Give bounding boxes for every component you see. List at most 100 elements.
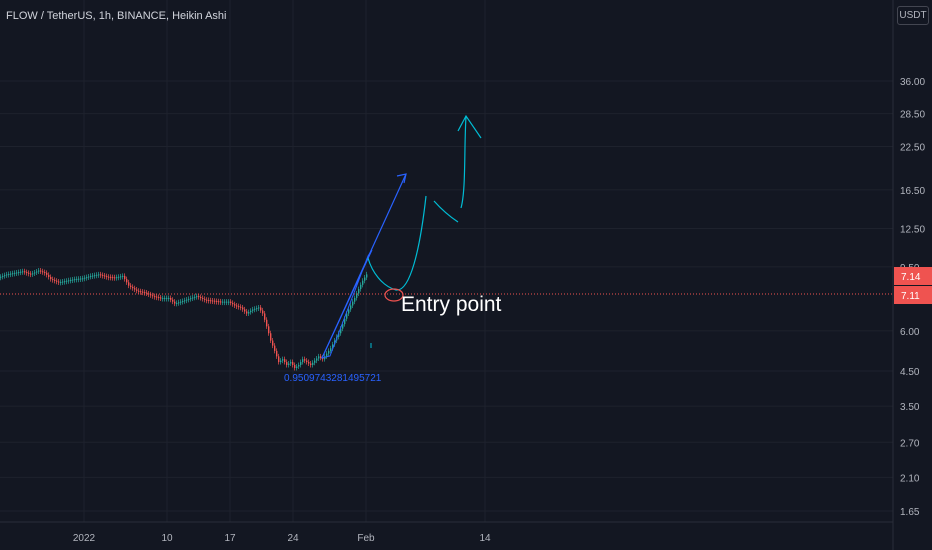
candle-body xyxy=(296,366,298,368)
candle-body xyxy=(144,292,146,294)
candle-body xyxy=(314,360,316,363)
candle-body xyxy=(350,305,352,310)
candle-body xyxy=(230,301,232,303)
entry-point-label: Entry point xyxy=(401,293,502,316)
candle-body xyxy=(288,363,290,365)
fib-value-label: 0.9509743281495721 xyxy=(284,373,382,384)
candle-body xyxy=(52,279,54,281)
candle-body xyxy=(38,270,40,272)
x-tick-label: 24 xyxy=(287,533,299,544)
candle-body xyxy=(42,271,44,273)
candle-body xyxy=(124,275,126,280)
price-axis[interactable]: 36.0028.5022.5016.5012.509.506.004.503.5… xyxy=(894,77,932,518)
candle-body xyxy=(184,300,186,302)
y-tick-label: 2.10 xyxy=(900,473,920,484)
candle-body xyxy=(186,299,188,301)
candle-body xyxy=(234,304,236,306)
candle-body xyxy=(218,301,220,303)
candle-body xyxy=(242,307,244,310)
candle-body xyxy=(356,293,358,298)
candle-body xyxy=(12,273,14,275)
candle-body xyxy=(316,358,318,361)
candle-body xyxy=(216,300,218,302)
candle-body xyxy=(226,301,228,303)
price-label-text: 7.11 xyxy=(901,291,920,302)
candle-body xyxy=(62,281,64,283)
candle-body xyxy=(340,328,342,334)
y-tick-label: 2.70 xyxy=(900,438,920,449)
projection-arrow-head xyxy=(457,114,482,139)
channel-lines[interactable] xyxy=(321,249,373,359)
currency-button[interactable]: USDT xyxy=(897,6,929,25)
candle-body xyxy=(68,280,70,282)
y-tick-label: 1.65 xyxy=(900,507,920,518)
candle-body xyxy=(272,340,274,346)
x-tick-label: 17 xyxy=(224,533,236,544)
candle-body xyxy=(188,298,190,300)
candle-body xyxy=(30,273,32,275)
projection-curve-3[interactable] xyxy=(460,115,467,209)
time-axis[interactable]: 2022 10 17 24 Feb 14 xyxy=(73,533,491,544)
candle-body xyxy=(44,272,46,274)
candle-body xyxy=(142,291,144,293)
candle-body xyxy=(100,274,102,276)
candle-body xyxy=(310,363,312,365)
candle-body xyxy=(302,359,304,363)
candle-body xyxy=(222,301,224,303)
candle-body xyxy=(54,279,56,281)
chart-title: FLOW / TetherUS, 1h, BINANCE, Heikin Ash… xyxy=(6,10,227,22)
candle-body xyxy=(88,276,90,278)
grid xyxy=(0,0,893,522)
candle-body xyxy=(326,353,328,357)
y-tick-label: 12.50 xyxy=(900,225,925,236)
candle-body xyxy=(94,275,96,277)
candle-body xyxy=(174,301,176,304)
price-label-box xyxy=(894,286,932,304)
candle-body xyxy=(260,307,262,311)
entry-circle[interactable] xyxy=(384,288,404,302)
candle-body xyxy=(18,272,20,274)
candle-body xyxy=(236,305,238,307)
candle-body xyxy=(56,280,58,282)
candle-body xyxy=(106,276,108,278)
drawings[interactable]: Entry point 0.9509743281495721 xyxy=(284,114,502,384)
candle-body xyxy=(140,291,142,293)
candle-body xyxy=(342,324,344,329)
candle-body xyxy=(98,274,100,276)
candle-body xyxy=(126,279,128,283)
candle-body xyxy=(4,275,6,277)
x-tick-label: 14 xyxy=(479,533,491,544)
projection-curve-2[interactable] xyxy=(433,200,459,223)
candle-body xyxy=(96,274,98,276)
candle-body xyxy=(364,277,366,281)
candle-body xyxy=(146,292,148,294)
candle-body xyxy=(90,275,92,277)
candle-body xyxy=(24,271,26,273)
candle-body xyxy=(284,359,286,363)
candle-body xyxy=(312,362,314,365)
candle-body xyxy=(268,326,270,334)
price-label-box xyxy=(894,267,932,285)
candle-body xyxy=(200,297,202,299)
candle-body xyxy=(290,362,292,364)
candle-body xyxy=(354,297,356,302)
candle-body xyxy=(150,294,152,296)
candle-body xyxy=(8,273,10,275)
candle-body xyxy=(320,356,322,358)
candle-body xyxy=(46,272,48,275)
price-label-text: 7.14 xyxy=(901,272,921,283)
candle-body xyxy=(130,285,132,287)
y-tick-label: 22.50 xyxy=(900,143,925,154)
candle-body xyxy=(164,297,166,299)
candle-body xyxy=(286,362,288,365)
candle-body xyxy=(82,278,84,280)
candle-body xyxy=(170,297,172,300)
candle-body xyxy=(148,293,150,295)
candle-body xyxy=(40,270,42,272)
candle-body xyxy=(102,274,104,276)
candle-body xyxy=(50,276,52,280)
candle-body xyxy=(80,278,82,280)
candle-body xyxy=(162,297,164,299)
